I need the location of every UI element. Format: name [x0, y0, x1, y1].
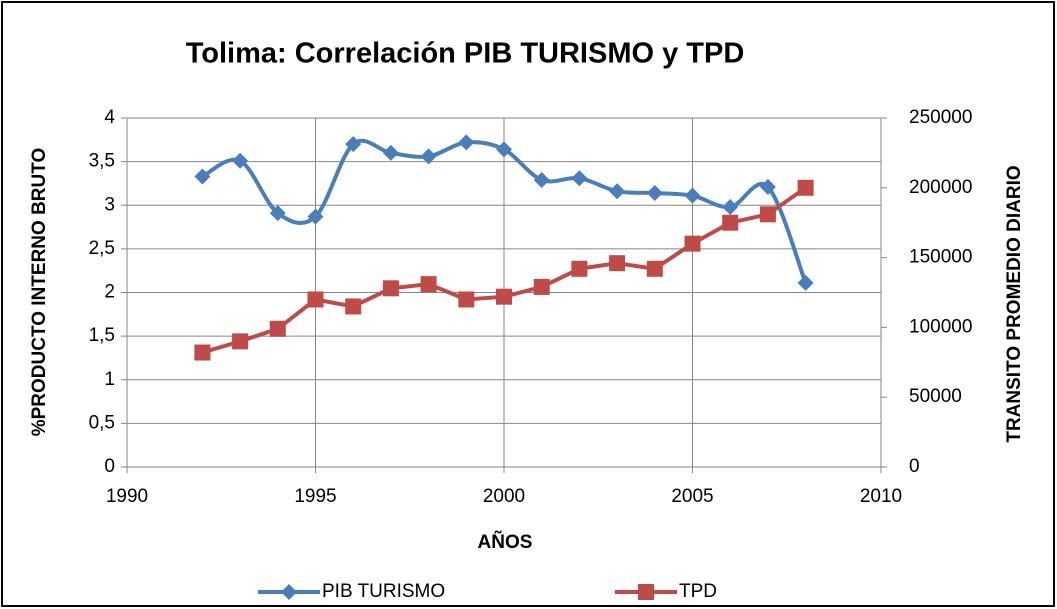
y2-tick-label: 0	[909, 456, 920, 477]
data-point	[496, 141, 512, 158]
data-point	[194, 344, 211, 361]
data-point	[759, 178, 776, 195]
data-point	[382, 280, 399, 297]
data-point	[269, 205, 286, 222]
y2-tick-label: 50000	[909, 386, 962, 407]
legend-label: TPD	[679, 581, 717, 602]
data-point	[571, 260, 588, 277]
data-point	[646, 260, 663, 277]
data-point	[646, 185, 663, 202]
data-point	[684, 235, 701, 252]
y2-tick-label: 150000	[909, 247, 972, 268]
data-point	[609, 255, 626, 272]
y2-tick-label: 250000	[909, 107, 972, 128]
data-point	[307, 208, 324, 225]
x-axis-label: AÑOS	[478, 531, 533, 553]
y-tick-label: 1,5	[89, 325, 115, 346]
data-point	[759, 206, 776, 223]
data-point	[420, 276, 437, 293]
data-point	[533, 278, 550, 295]
data-point	[797, 274, 814, 291]
y-tick-label: 3	[104, 194, 115, 215]
data-point	[496, 288, 512, 305]
data-point	[722, 214, 739, 231]
data-point	[382, 144, 399, 161]
y-tick-label: 2	[104, 282, 115, 303]
y-tick-label: 2,5	[89, 238, 115, 259]
data-point	[458, 134, 475, 151]
data-point	[458, 291, 475, 308]
y2-tick-label: 100000	[909, 316, 972, 337]
y2-axis-label: TRANSITO PROMEDIO DIARIO	[1004, 165, 1025, 442]
data-point	[269, 320, 286, 337]
y-tick-label: 3,5	[89, 151, 115, 172]
y-axis-label: %PRODUCTO INTERNO BRUTO	[29, 148, 50, 437]
data-point	[194, 168, 211, 185]
data-point	[684, 187, 701, 204]
chart-title: Tolima: Correlación PIB TURISMO y TPD	[186, 38, 745, 70]
legend-marker	[638, 584, 654, 600]
x-tick-label: 1990	[106, 486, 148, 507]
y-tick-label: 0	[104, 456, 115, 477]
data-point	[345, 136, 362, 153]
data-point	[345, 298, 362, 315]
data-point	[232, 333, 249, 350]
x-tick-label: 1995	[294, 486, 336, 507]
y2-tick-label: 200000	[909, 177, 972, 198]
data-point	[797, 179, 814, 196]
data-point	[232, 152, 249, 169]
data-point	[533, 171, 550, 188]
data-point	[722, 198, 739, 215]
data-point	[571, 170, 588, 187]
x-tick-label: 2000	[483, 486, 525, 507]
y-tick-label: 4	[104, 107, 115, 128]
data-point	[420, 148, 437, 165]
legend-marker	[281, 584, 297, 600]
data-point	[307, 291, 324, 308]
legend-label: PIB TURISMO	[322, 581, 445, 602]
x-tick-label: 2005	[671, 486, 713, 507]
data-point	[609, 183, 626, 200]
y-tick-label: 0,5	[89, 412, 115, 433]
x-tick-label: 2010	[860, 486, 902, 507]
y-tick-label: 1	[104, 369, 115, 390]
